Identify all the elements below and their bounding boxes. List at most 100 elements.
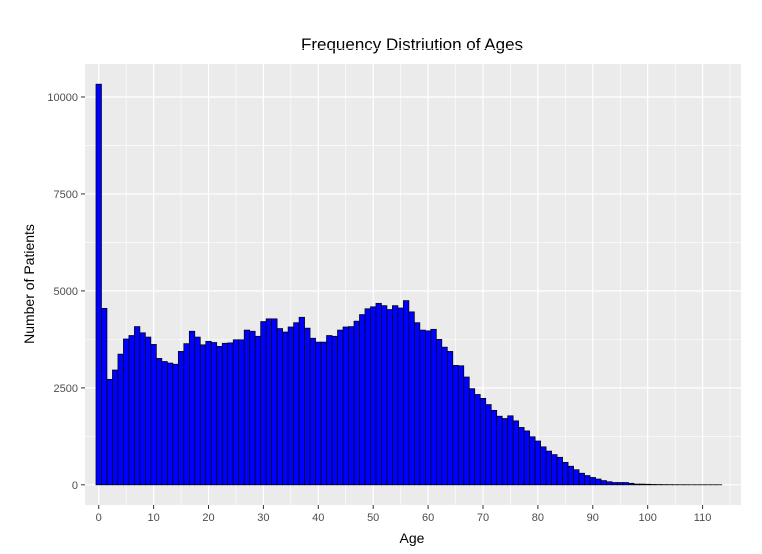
- histogram-bar: [260, 321, 267, 486]
- histogram-bar: [430, 328, 437, 486]
- histogram-bar: [106, 378, 113, 486]
- histogram-bar: [205, 340, 212, 486]
- histogram-bar: [150, 344, 157, 486]
- histogram-bar: [348, 326, 355, 486]
- histogram-bar: [342, 326, 349, 486]
- histogram-bar: [145, 336, 152, 486]
- y-tick-label: 5000: [54, 286, 78, 298]
- histogram-bar: [210, 342, 218, 486]
- histogram-bar: [172, 363, 179, 486]
- histogram-bar: [611, 482, 618, 486]
- histogram-bar: [567, 465, 574, 486]
- histogram-bar: [216, 346, 223, 486]
- histogram-bar: [243, 329, 251, 486]
- histogram-bar: [161, 361, 168, 486]
- x-tick-label: 90: [587, 512, 599, 524]
- histogram-bar: [156, 358, 163, 486]
- histogram-bar: [221, 342, 229, 486]
- x-tick-label: 40: [312, 512, 324, 524]
- histogram-bar: [419, 329, 426, 486]
- histogram-bar: [474, 394, 481, 486]
- histogram-bar: [639, 483, 646, 486]
- histogram-bar: [446, 351, 454, 486]
- histogram-bar: [238, 339, 245, 486]
- y-axis-title: Number of Patients: [21, 224, 37, 344]
- histogram-bar: [166, 362, 174, 486]
- histogram-bar: [227, 342, 234, 486]
- histogram-bar: [304, 327, 311, 486]
- y-tick-label: 7500: [54, 189, 78, 201]
- histogram-bar: [254, 335, 262, 486]
- histogram-bar: [600, 480, 607, 486]
- histogram-bar: [117, 353, 124, 486]
- x-axis-title: Age: [400, 530, 425, 546]
- histogram-bar: [485, 404, 492, 486]
- histogram-bar: [556, 456, 563, 486]
- histogram-bars: [95, 83, 723, 486]
- histogram-bar: [359, 314, 366, 486]
- chart-title: Frequency Distriution of Ages: [301, 35, 523, 54]
- x-tick-label: 100: [638, 512, 656, 524]
- histogram-bar: [545, 450, 552, 486]
- histogram-bar: [496, 415, 503, 486]
- histogram-bar: [490, 410, 498, 486]
- histogram-bar: [414, 322, 421, 486]
- histogram-bar: [435, 339, 443, 486]
- histogram-bar: [370, 306, 377, 486]
- x-tick-label: 70: [477, 512, 489, 524]
- histogram-bar: [298, 316, 305, 486]
- histogram-bar: [408, 311, 415, 486]
- histogram-bar: [265, 318, 272, 486]
- histogram-bar: [425, 330, 432, 486]
- histogram-bar: [112, 369, 119, 486]
- y-tick-label: 2500: [54, 383, 78, 395]
- x-tick-label: 80: [532, 512, 544, 524]
- histogram-bar: [540, 446, 547, 486]
- histogram-bar: [326, 335, 333, 486]
- histogram-bar: [534, 440, 541, 486]
- histogram-bar: [595, 478, 602, 486]
- histogram-bar: [364, 308, 371, 486]
- x-tick-label: 30: [257, 512, 269, 524]
- histogram-bar: [293, 322, 300, 486]
- histogram-bar: [271, 318, 278, 486]
- histogram-bar: [101, 308, 108, 486]
- histogram-bar: [463, 376, 470, 486]
- y-tick-label: 0: [72, 480, 78, 492]
- histogram-bar: [507, 415, 514, 486]
- x-tick-label: 50: [367, 512, 379, 524]
- histogram-bar: [644, 483, 651, 486]
- histogram-bar: [353, 320, 360, 486]
- histogram-bar: [386, 309, 393, 486]
- histogram-bar: [392, 305, 399, 486]
- x-axis: 0 10 20 30 40 50 60 70 80 90 100 110: [96, 505, 712, 524]
- histogram-bar: [529, 436, 536, 486]
- x-tick-label: 110: [694, 512, 712, 524]
- histogram-bar: [512, 420, 520, 486]
- histogram-bar: [134, 326, 141, 486]
- histogram-bar: [309, 337, 316, 486]
- y-axis: 0 2500 5000 7500 10000: [47, 92, 85, 492]
- histogram-bar: [232, 339, 240, 486]
- histogram-bar: [633, 483, 640, 486]
- histogram-bar: [337, 329, 344, 486]
- histogram-bar: [128, 335, 135, 486]
- y-tick-label: 10000: [47, 92, 78, 104]
- histogram-bar: [139, 332, 146, 486]
- histogram-bar: [287, 326, 294, 486]
- x-tick-label: 0: [96, 512, 102, 524]
- histogram-bar: [249, 330, 256, 486]
- x-tick-label: 20: [202, 512, 214, 524]
- histogram-bar: [194, 336, 201, 486]
- histogram-bar: [589, 477, 596, 486]
- histogram-bar: [188, 330, 196, 486]
- histogram-bar: [331, 335, 338, 486]
- histogram-bar: [320, 341, 327, 486]
- histogram-bar: [468, 388, 476, 486]
- histogram-bar: [578, 472, 585, 486]
- histogram-bar: [551, 454, 558, 486]
- histogram-bar: [501, 418, 509, 486]
- histogram-bar: [628, 482, 635, 486]
- histogram-bar: [457, 365, 465, 486]
